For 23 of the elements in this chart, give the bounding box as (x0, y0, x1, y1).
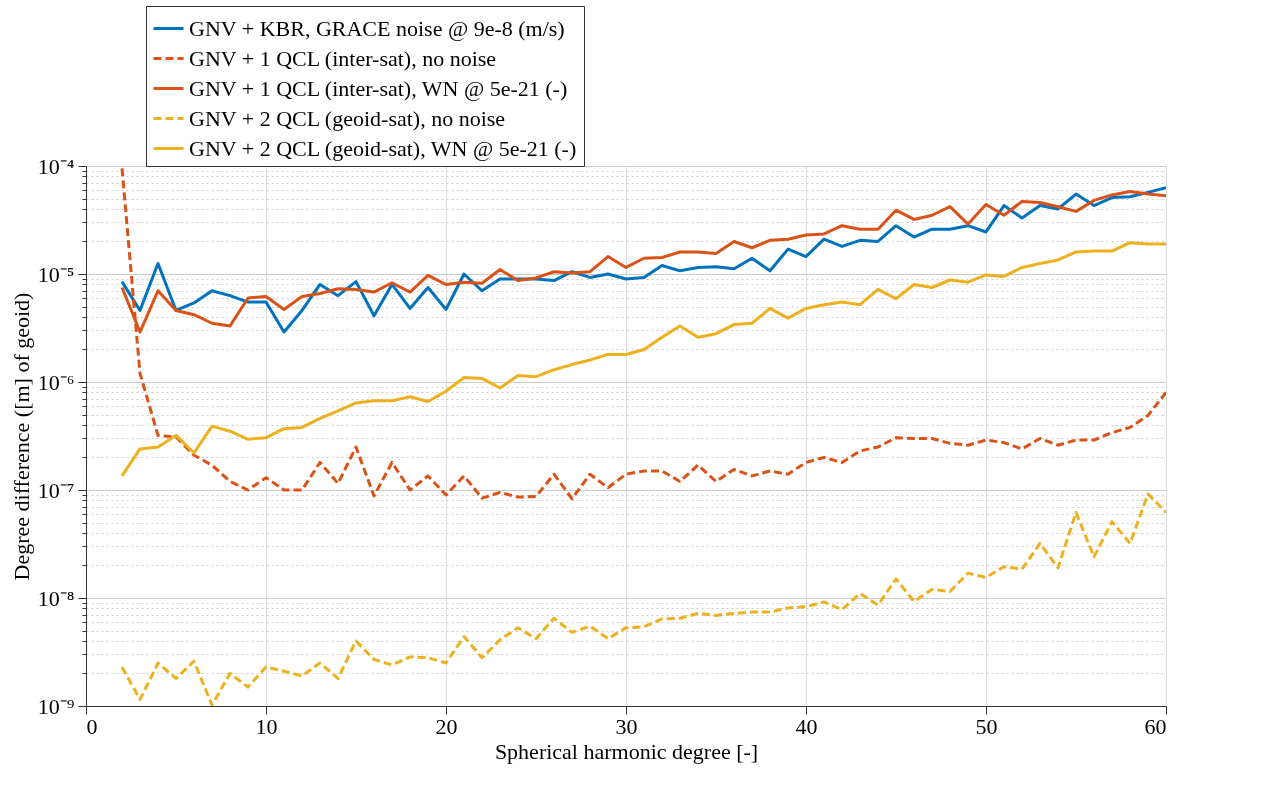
x-axis-title: Spherical harmonic degree [-] (494, 738, 759, 764)
line-series (120, 241, 1166, 478)
line-series (120, 492, 1166, 706)
legend-label: GNV + 1 QCL (inter-sat), WN @ 5e-21 (-) (189, 75, 568, 101)
x-tick-label: 20 (435, 713, 458, 739)
legend-label: GNV + 1 QCL (inter-sat), no noise (189, 45, 497, 71)
legend-label: GNV + 2 QCL (geoid-sat), no noise (189, 105, 506, 131)
legend-label: GNV + KBR, GRACE noise @ 9e-8 (m/s) (189, 15, 565, 41)
x-tick-label: 50 (975, 713, 998, 739)
x-tick-label: 0 (86, 713, 98, 739)
y-tick-label: 10⁻⁵ (37, 261, 75, 287)
y-tick-label: 10⁻⁸ (37, 585, 75, 611)
y-tick-label: 10⁻⁴ (37, 153, 75, 179)
x-tick-label: 30 (615, 713, 638, 739)
x-tick-label: 10 (255, 713, 278, 739)
x-tick-label: 40 (795, 713, 818, 739)
legend-label: GNV + 2 QCL (geoid-sat), WN @ 5e-21 (-) (189, 135, 577, 161)
y-axis-title: Degree difference ([m] of geoid) (8, 292, 34, 581)
line-series (120, 166, 1166, 501)
y-tick-label: 10⁻⁹ (37, 693, 75, 719)
x-tick-label: 60 (1144, 713, 1167, 739)
y-tick-label: 10⁻⁷ (37, 477, 75, 503)
y-tick-label: 10⁻⁶ (37, 369, 75, 395)
